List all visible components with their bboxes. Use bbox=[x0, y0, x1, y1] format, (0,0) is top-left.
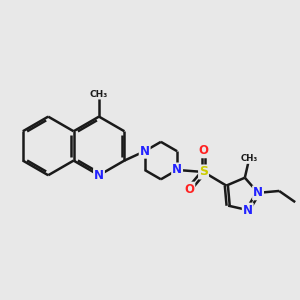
Text: N: N bbox=[253, 186, 263, 200]
Text: N: N bbox=[94, 169, 104, 182]
Text: CH₃: CH₃ bbox=[90, 90, 108, 99]
Text: O: O bbox=[199, 144, 208, 157]
Text: S: S bbox=[199, 166, 208, 178]
Text: N: N bbox=[243, 204, 253, 217]
Text: N: N bbox=[172, 164, 182, 176]
Text: O: O bbox=[184, 183, 194, 196]
Text: N: N bbox=[140, 145, 150, 158]
Text: CH₃: CH₃ bbox=[241, 154, 258, 163]
